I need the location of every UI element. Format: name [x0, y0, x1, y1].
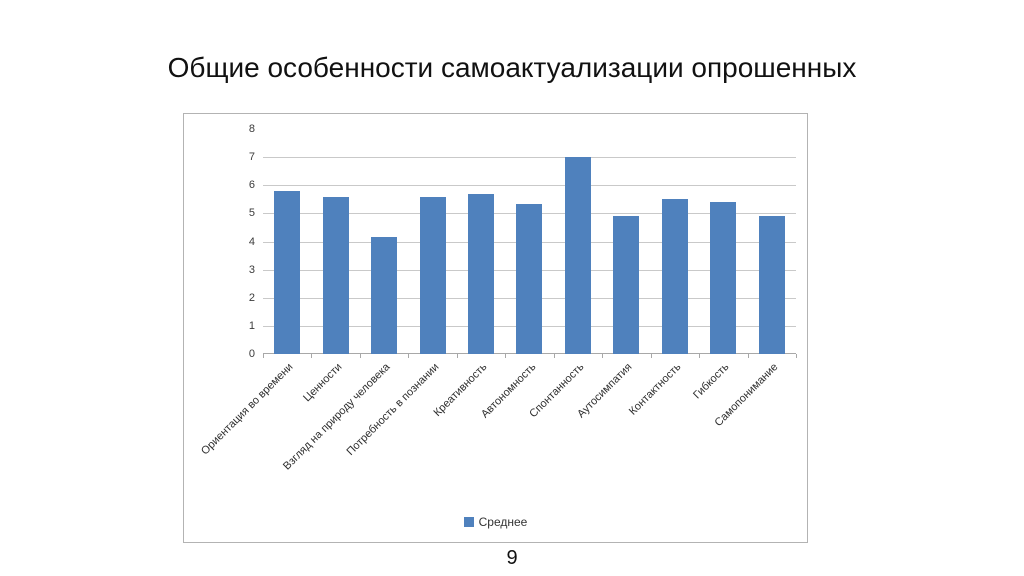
y-axis-tick-label: 7: [248, 151, 255, 164]
page-number: 9: [506, 547, 518, 569]
bar: [759, 216, 785, 354]
y-axis-tick-label: 2: [248, 291, 255, 304]
legend-series-label: Среднее: [478, 515, 528, 529]
x-axis-tick: [796, 354, 797, 358]
x-axis-tick: [408, 354, 409, 358]
y-axis-tick-label: 1: [248, 319, 255, 332]
x-axis-tick: [505, 354, 506, 358]
slide-title: Общие особенности самоактуализации опрош…: [167, 52, 857, 83]
y-axis-tick-label: 3: [248, 263, 255, 276]
y-axis-tick-label: 5: [248, 207, 255, 220]
bar: [468, 193, 494, 354]
bar: [274, 190, 300, 354]
bar: [371, 237, 397, 354]
y-axis-tick-label: 6: [248, 179, 255, 192]
bar: [710, 202, 736, 354]
x-axis-tick: [554, 354, 555, 358]
bar: [565, 157, 591, 354]
chart-frame: 0 1 2 3 4 5 6 7 8 Ориентация во времени Ценности Вз…: [183, 113, 808, 543]
plot-area: 0 1 2 3 4 5 6 7 8 Ориентация во времени Ценности Вз…: [199, 124, 797, 472]
x-axis-tick: [602, 354, 603, 358]
bar: [323, 196, 349, 354]
x-axis-tick: [748, 354, 749, 358]
gridline: [263, 185, 796, 187]
y-axis-tick-label: 0: [248, 348, 255, 360]
x-axis-tick: [263, 354, 264, 358]
y-axis-tick-label: 4: [248, 235, 255, 248]
bar: [420, 196, 446, 354]
x-axis-tick: [311, 354, 312, 358]
gridline: [263, 157, 796, 159]
chart-legend: Среднее: [184, 515, 807, 529]
x-axis-tick: [457, 354, 458, 358]
bar: [613, 216, 639, 354]
x-axis-tick: [699, 354, 700, 358]
legend-color-swatch: [463, 517, 474, 527]
x-axis-tick: [360, 354, 361, 358]
bar: [516, 203, 542, 354]
y-axis-tick-label: 8: [248, 123, 255, 135]
bar: [662, 199, 688, 354]
x-axis-tick: [651, 354, 652, 358]
